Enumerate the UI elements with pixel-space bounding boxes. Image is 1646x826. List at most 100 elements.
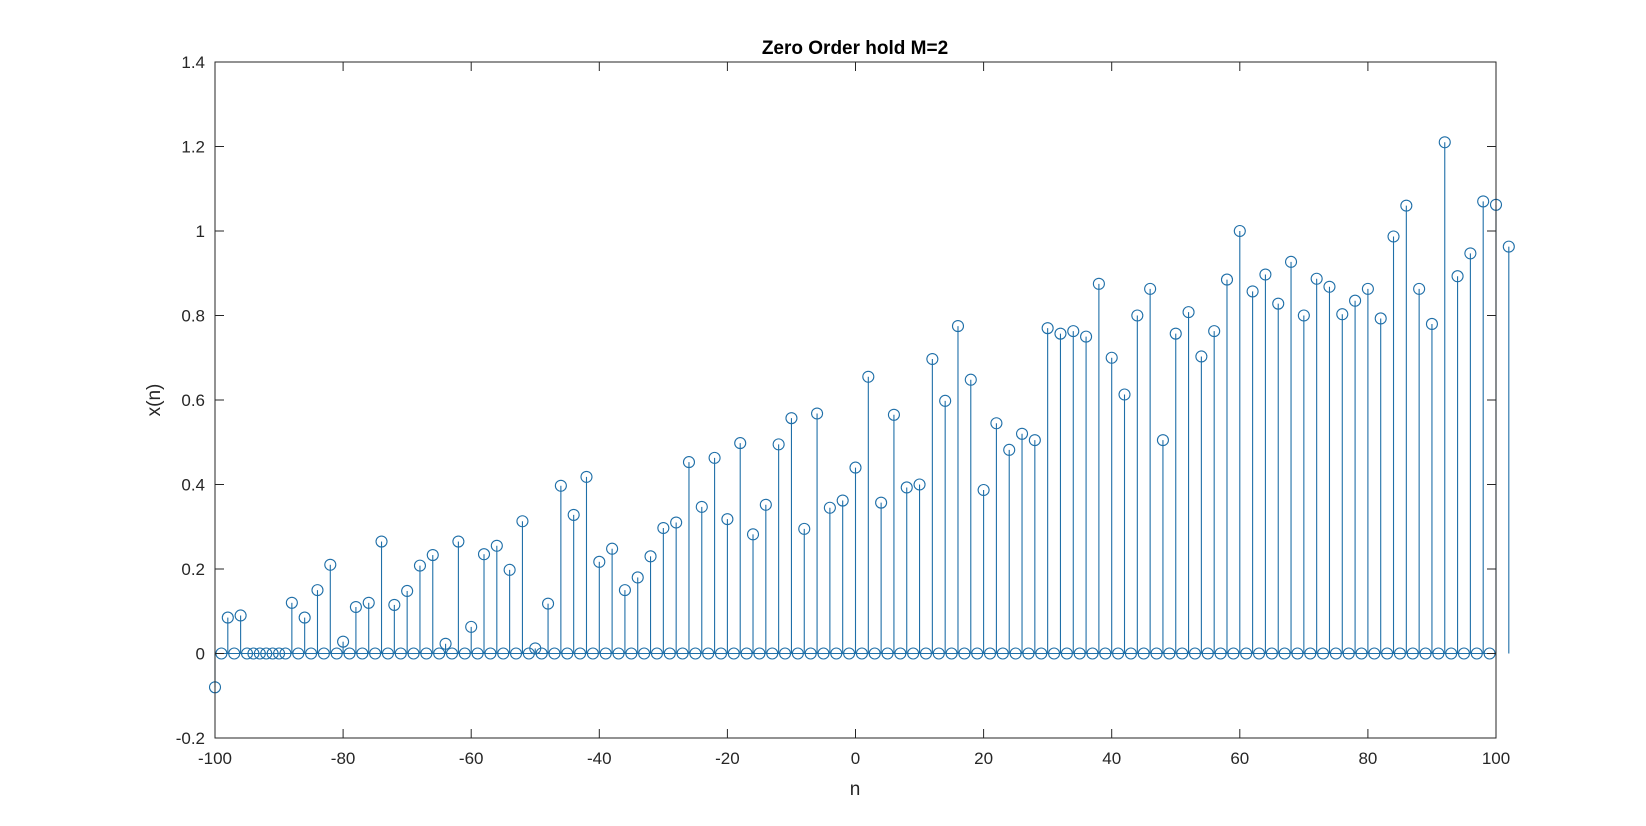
stem-sample (1502, 240, 1515, 654)
stem-marker (939, 394, 952, 407)
x-tick-label: 60 (1230, 749, 1249, 768)
stem-marker (311, 584, 324, 597)
stem-marker (465, 620, 478, 633)
stem-sample (1169, 327, 1182, 654)
stem-marker (1502, 240, 1515, 253)
stem-sample (772, 438, 785, 654)
stem-marker (1169, 327, 1182, 340)
x-tick-label: -60 (459, 749, 484, 768)
stem-marker (1464, 247, 1477, 260)
stem-marker (670, 516, 683, 529)
stem-sample (477, 548, 491, 654)
stem-sample (439, 637, 452, 654)
stem-sample (1374, 312, 1387, 654)
stem-sample (1246, 285, 1259, 654)
stem-marker (823, 501, 836, 514)
stem-sample (746, 528, 760, 654)
stem-sample (990, 417, 1003, 654)
stem-marker (746, 528, 760, 541)
stem-marker (1477, 195, 1490, 208)
stem-marker (337, 635, 350, 648)
stem-marker (1400, 199, 1413, 212)
stem-sample (798, 522, 811, 654)
stem-sample (401, 584, 414, 654)
x-tick-label: -80 (331, 749, 356, 768)
stem-marker (439, 637, 452, 650)
stem-marker (1118, 388, 1131, 401)
stem-marker (234, 609, 247, 622)
stem-marker (926, 352, 939, 366)
stem-marker (567, 508, 580, 521)
stem-marker (1028, 434, 1041, 447)
stem-marker (1284, 255, 1298, 268)
stem-marker (798, 522, 811, 535)
stem-sample (1413, 282, 1426, 654)
stem-marker (695, 500, 708, 513)
stem-marker (849, 461, 862, 474)
stem-marker (1336, 308, 1349, 321)
stem-sample (1477, 195, 1490, 654)
stem-marker (1413, 282, 1426, 295)
stem-sample (1349, 294, 1362, 654)
stem-marker (388, 598, 401, 611)
stem-marker (1105, 351, 1118, 364)
stem-marker (221, 611, 234, 624)
stem-sample (1400, 199, 1413, 654)
stem-series (208, 136, 1515, 694)
stem-marker (1182, 306, 1195, 319)
stem-sample (1361, 282, 1374, 654)
x-tick-label: 0 (851, 749, 860, 768)
stem-sample (452, 535, 465, 654)
stem-marker (1361, 282, 1374, 295)
stem-sample (721, 513, 734, 654)
stem-sample (298, 611, 311, 654)
stem-marker (1438, 136, 1451, 149)
stem-sample (849, 461, 862, 654)
stem-marker (452, 535, 465, 548)
stem-marker (1195, 350, 1208, 363)
stem-sample (1451, 270, 1464, 654)
stem-sample (580, 470, 593, 654)
stem-sample (657, 521, 670, 654)
stem-marker (1092, 277, 1105, 290)
stem-marker (964, 373, 977, 386)
stem-sample (1003, 443, 1016, 654)
stem-marker (285, 596, 298, 609)
stem-sample (811, 407, 824, 654)
stem-sample (1067, 325, 1080, 654)
y-tick-label: 1.4 (181, 53, 205, 72)
stem-sample (490, 539, 503, 654)
stem-sample (926, 352, 939, 654)
stem-sample (503, 563, 516, 654)
stem-sample (324, 558, 337, 654)
stem-sample (618, 584, 631, 654)
stem-sample (542, 597, 555, 654)
stem-sample (631, 571, 644, 654)
stem-marker (1156, 434, 1169, 447)
stem-marker (1041, 322, 1054, 335)
stem-sample (1220, 273, 1234, 654)
stem-marker (298, 611, 311, 624)
x-tick-label: -40 (587, 749, 612, 768)
stem-sample (413, 559, 427, 654)
stem-marker (593, 555, 606, 568)
stem-marker (1054, 327, 1067, 340)
stem-marker (990, 417, 1003, 430)
y-tick-label: 0.6 (181, 391, 205, 410)
stem-sample (759, 498, 772, 654)
stem-marker (785, 412, 798, 425)
x-tick-label: 20 (974, 749, 993, 768)
x-axis-label: n (850, 779, 861, 800)
stem-sample (1208, 325, 1221, 654)
stem-marker (490, 539, 503, 552)
stem-marker (887, 408, 900, 421)
stem-marker (477, 548, 491, 561)
stem-sample (1233, 224, 1246, 654)
x-tick-label: -100 (198, 749, 232, 768)
stem-sample (1092, 277, 1105, 654)
stem-sample (375, 535, 388, 654)
stem-marker (900, 481, 913, 494)
stem-marker (542, 597, 555, 610)
stem-marker (1233, 224, 1246, 238)
